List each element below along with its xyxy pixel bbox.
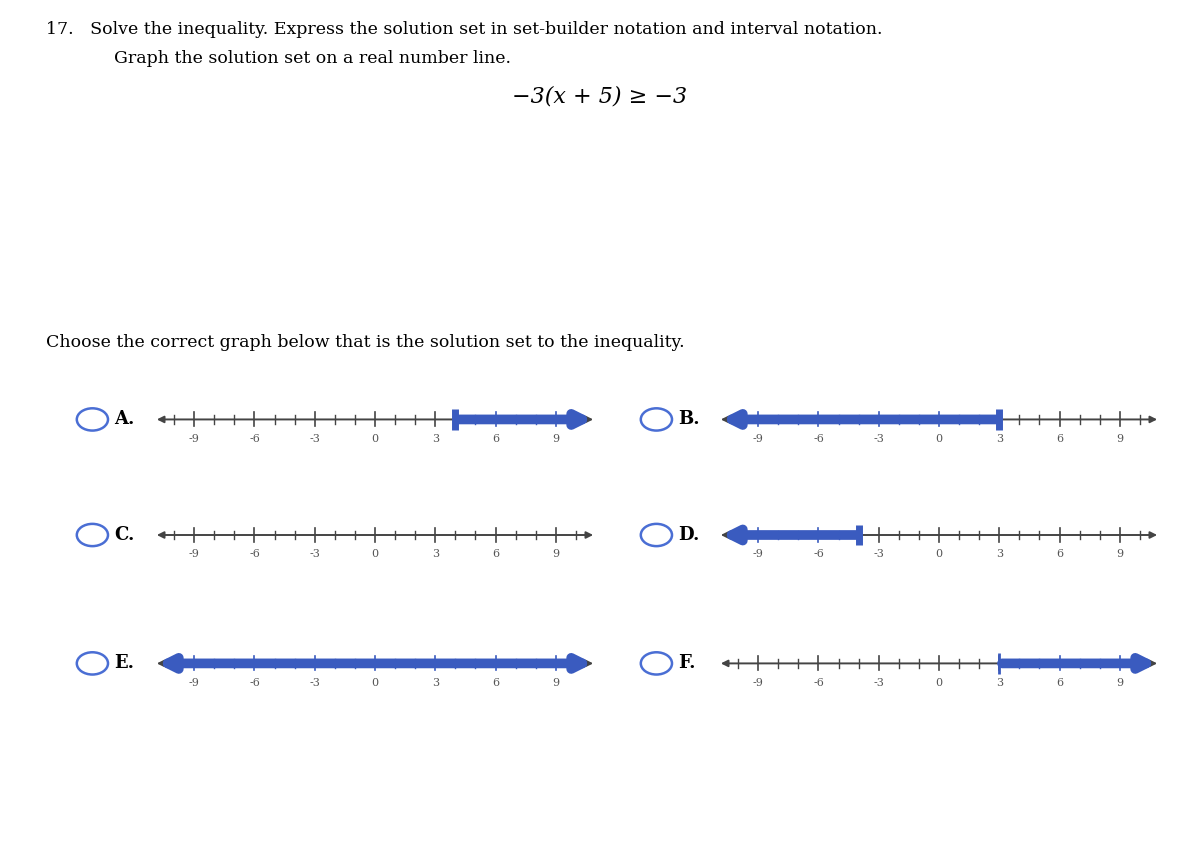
Text: 9: 9 — [1116, 434, 1123, 443]
Text: -6: -6 — [250, 550, 260, 559]
Text: 0: 0 — [372, 434, 378, 443]
Text: Choose the correct graph below that is the solution set to the inequality.: Choose the correct graph below that is t… — [46, 334, 684, 351]
Text: 9: 9 — [552, 550, 559, 559]
Text: -3: -3 — [310, 550, 320, 559]
Text: B.: B. — [678, 410, 700, 429]
Text: E.: E. — [114, 654, 134, 673]
Text: -3: -3 — [874, 678, 884, 687]
Text: -9: -9 — [188, 678, 199, 687]
Text: Graph the solution set on a real number line.: Graph the solution set on a real number … — [114, 50, 511, 67]
Text: 0: 0 — [936, 550, 942, 559]
Text: -3: -3 — [874, 434, 884, 443]
Text: A.: A. — [114, 410, 134, 429]
Text: 3: 3 — [432, 434, 439, 443]
Text: 9: 9 — [552, 678, 559, 687]
Text: 3: 3 — [432, 550, 439, 559]
Text: 0: 0 — [936, 434, 942, 443]
Text: 0: 0 — [372, 550, 378, 559]
Text: 6: 6 — [1056, 678, 1063, 687]
Text: 6: 6 — [1056, 550, 1063, 559]
Text: -6: -6 — [814, 678, 824, 687]
Text: -3: -3 — [310, 434, 320, 443]
Text: 3: 3 — [996, 550, 1003, 559]
Text: 3: 3 — [996, 434, 1003, 443]
Text: 6: 6 — [492, 434, 499, 443]
Text: 17.   Solve the inequality. Express the solution set in set-builder notation and: 17. Solve the inequality. Express the so… — [46, 21, 882, 39]
Text: 0: 0 — [936, 678, 942, 687]
Text: −3(x + 5) ≥ −3: −3(x + 5) ≥ −3 — [512, 86, 688, 108]
Text: -6: -6 — [250, 434, 260, 443]
Text: F.: F. — [678, 654, 696, 673]
Text: 6: 6 — [492, 678, 499, 687]
Text: -6: -6 — [814, 434, 824, 443]
Text: 9: 9 — [552, 434, 559, 443]
Text: -9: -9 — [752, 550, 763, 559]
Text: -3: -3 — [874, 550, 884, 559]
Text: -6: -6 — [814, 550, 824, 559]
Text: -3: -3 — [310, 678, 320, 687]
Text: 3: 3 — [996, 678, 1003, 687]
Text: -9: -9 — [188, 434, 199, 443]
Text: 9: 9 — [1116, 550, 1123, 559]
Text: 6: 6 — [1056, 434, 1063, 443]
Text: 6: 6 — [492, 550, 499, 559]
Text: -9: -9 — [188, 550, 199, 559]
Text: 9: 9 — [1116, 678, 1123, 687]
Text: -9: -9 — [752, 434, 763, 443]
Text: 0: 0 — [372, 678, 378, 687]
Text: -9: -9 — [752, 678, 763, 687]
Text: -6: -6 — [250, 678, 260, 687]
Text: 3: 3 — [432, 678, 439, 687]
Text: C.: C. — [114, 526, 134, 544]
Text: D.: D. — [678, 526, 700, 544]
